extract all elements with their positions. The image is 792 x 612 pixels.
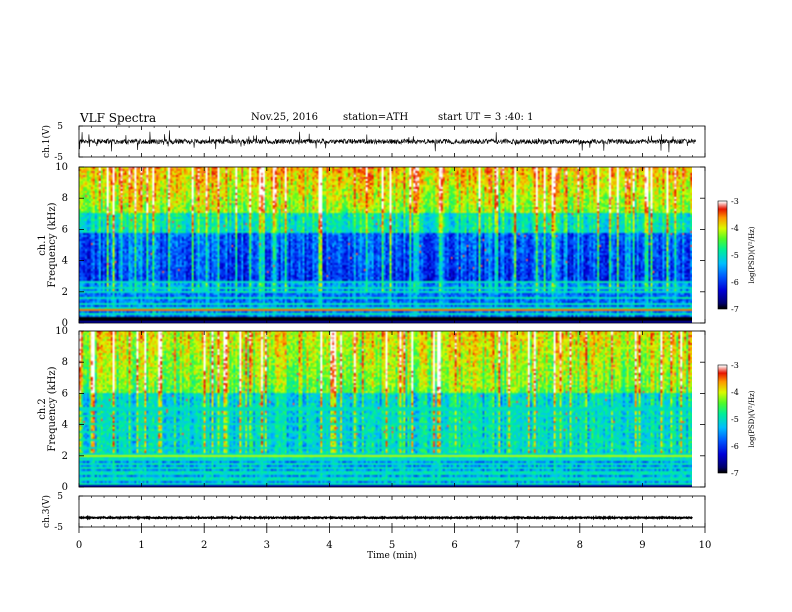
ch2-spectrogram-colorbar-label: log(PSD)(V²/Hz)	[748, 390, 756, 447]
xtick-label: 4	[326, 540, 332, 551]
ch2-spectrogram-ylabel-frequency: Frequency (kHz)	[47, 366, 58, 451]
ch2-spectrogram-ytick: 2	[62, 451, 68, 462]
spectrogram-images	[79, 167, 727, 487]
header-title: VLF Spectra	[80, 111, 157, 125]
ch2-spectrogram-ytick: 10	[55, 326, 68, 337]
ch2-spectrogram-image	[79, 331, 692, 487]
ch2-spectrogram-ytick: 6	[62, 388, 68, 399]
ch1-waveform-trace	[78, 130, 696, 153]
ch1-spectrogram-image	[79, 167, 692, 323]
ch1-spectrogram-ytick: 6	[62, 224, 68, 235]
ch1-spectrogram-colorbar-tick: -7	[731, 305, 739, 314]
ch3-waveform-ytick: 5	[57, 492, 63, 502]
ch1-spectrogram-ytick: 10	[55, 162, 68, 173]
ch1-spectrogram-ytick: 2	[62, 287, 68, 298]
ch2-spectrogram-colorbar-tick: -5	[731, 415, 739, 424]
ch2-spectrogram-ylabel-channel: ch.2	[37, 398, 48, 420]
axes	[78, 125, 728, 533]
ch1-spectrogram-colorbar-tick: -4	[731, 224, 739, 233]
ch3-waveform-ylabel: ch.3(V)	[41, 495, 52, 528]
xtick-label: 1	[138, 540, 144, 551]
ch2-spectrogram-ytick: 4	[62, 420, 68, 431]
header-start-time: start UT = 3 :40: 1	[438, 112, 534, 123]
xtick-label: 0	[76, 540, 82, 551]
ch2-spectrogram-ytick: 8	[62, 357, 68, 368]
ch1-waveform-ylabel: ch.1(V)	[41, 125, 52, 158]
ch1-spectrogram-colorbar-tick: -3	[731, 197, 739, 206]
ch1-spectrogram-colorbar-tick: -6	[731, 278, 739, 287]
header-station: station=ATH	[343, 112, 409, 123]
ch3-waveform-ytick: -5	[54, 523, 63, 533]
ch2-spectrogram-colorbar-tick: -6	[731, 442, 739, 451]
ch2-spectrogram-colorbar-tick: -7	[731, 469, 739, 478]
ch3-waveform-frame	[78, 495, 706, 528]
ch1-spectrogram-ylabel-frequency: Frequency (kHz)	[47, 202, 58, 287]
xtick-label: 8	[577, 540, 583, 551]
ch1-spectrogram-ytick: 8	[62, 193, 68, 204]
xtick-label: 7	[514, 540, 520, 551]
xtick-label: 6	[451, 540, 457, 551]
ch2-spectrogram-ytick: 0	[62, 482, 68, 493]
ch1-spectrogram-colorbar-tick: -5	[731, 251, 739, 260]
xtick-label: 2	[201, 540, 207, 551]
xtick-label: 9	[639, 540, 645, 551]
ch1-waveform-ytick: -5	[54, 153, 63, 163]
ch1-spectrogram-colorbar-frame	[717, 200, 728, 310]
ch3-waveform-trace	[78, 514, 693, 521]
xtick-label: 3	[264, 540, 270, 551]
ch1-spectrogram-colorbar	[718, 201, 727, 309]
ch1-spectrogram-ytick: 4	[62, 256, 68, 267]
xtick-label: 5	[389, 540, 395, 551]
ch2-spectrogram-colorbar	[718, 365, 727, 473]
ch1-spectrogram-ylabel-channel: ch.1	[37, 234, 48, 256]
xtick-label: 10	[699, 540, 712, 551]
waveform-traces	[78, 130, 696, 521]
ch2-spectrogram-colorbar-tick: -3	[731, 361, 739, 370]
x-axis-label: Time (min)	[367, 550, 417, 561]
ch2-spectrogram-colorbar-frame	[717, 364, 728, 474]
ch2-spectrogram-colorbar-tick: -4	[731, 388, 739, 397]
ch1-waveform-ytick: 5	[57, 122, 63, 132]
header-date: Nov.25, 2016	[251, 112, 318, 123]
ch1-spectrogram-ytick: 0	[62, 318, 68, 329]
ch1-spectrogram-colorbar-label: log(PSD)(V²/Hz)	[748, 226, 756, 283]
